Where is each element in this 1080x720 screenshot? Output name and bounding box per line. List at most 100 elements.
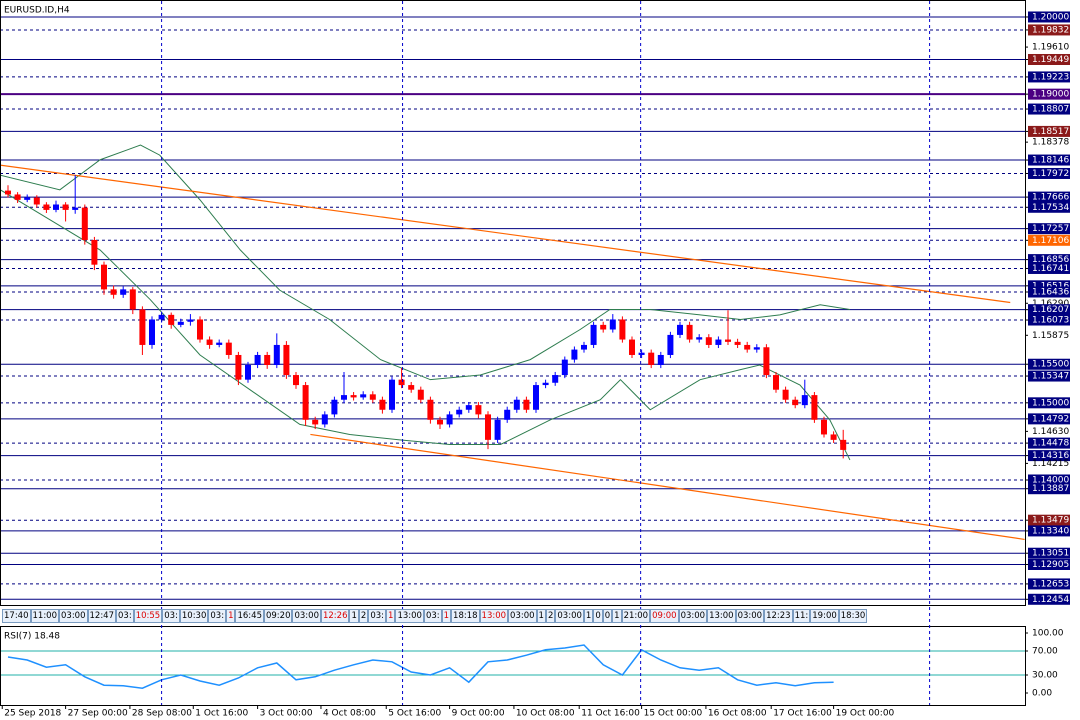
- price-label: 1.14630: [1032, 427, 1069, 437]
- price-label-box: [1028, 314, 1070, 326]
- time-label: 03:: [423, 609, 442, 623]
- candle-body: [81, 207, 88, 240]
- time-label: 03:00: [292, 609, 321, 623]
- price-label: 1.16856: [1032, 255, 1069, 265]
- price-label-box: [1028, 103, 1070, 115]
- price-label: 1.13340: [1032, 526, 1069, 536]
- price-label: 1.19610: [1032, 43, 1069, 53]
- candle-body: [581, 344, 587, 350]
- price-label: 1.16290: [1032, 299, 1069, 309]
- time-label: 10:55: [133, 609, 163, 623]
- candle-body: [360, 394, 367, 398]
- x-tick-label: 17 Oct 16:00: [773, 709, 832, 719]
- candle-body: [14, 194, 21, 200]
- candle-body: [753, 347, 760, 350]
- price-label: 1.14000: [1032, 475, 1069, 485]
- candle-body: [773, 375, 779, 390]
- price-label-box: [1028, 167, 1070, 179]
- rsi-tick-label: 0.00: [1032, 689, 1052, 699]
- chart-title: EURUSD.ID,H4: [4, 6, 70, 16]
- candle-body: [542, 382, 549, 386]
- candle-body: [235, 354, 242, 380]
- candle-body: [792, 399, 799, 406]
- candle-body: [110, 289, 117, 295]
- candle-body: [158, 314, 165, 320]
- time-label: 13:00: [395, 609, 424, 623]
- rsi-tick-label: 100.00: [1032, 629, 1064, 639]
- time-label: 2: [545, 609, 556, 623]
- price-label: 1.17972: [1032, 169, 1069, 179]
- candle-body: [91, 239, 98, 265]
- price-label-box: [1028, 154, 1070, 166]
- candle-body: [389, 379, 395, 410]
- candle-body: [513, 399, 520, 410]
- candle-body: [5, 190, 11, 195]
- time-strip: 17:40 11:00 03:00 12:47 03: 10:55 03: 10:30 03: 1…: [2, 609, 1022, 623]
- price-label: 1.15500: [1032, 360, 1069, 370]
- price-label-box: [1028, 11, 1070, 23]
- price-label-box: [1028, 474, 1070, 486]
- x-tick-label: 25 Sep 2018: [4, 709, 61, 719]
- main-plot: [1, 16, 1025, 600]
- time-label: 1: [386, 609, 396, 623]
- x-tick-label: 4 Oct 08:00: [323, 709, 376, 719]
- candle-body: [177, 321, 184, 325]
- time-label: 11:: [792, 609, 811, 623]
- candle-body: [638, 352, 645, 355]
- candle-body: [523, 399, 530, 410]
- candle-body: [264, 354, 271, 366]
- price-label-box: [1028, 304, 1070, 316]
- candle-body: [590, 324, 597, 345]
- candle-body: [129, 289, 136, 310]
- price-label: 1.12905: [1032, 560, 1069, 570]
- candle-body: [225, 342, 232, 355]
- price-label-box: [1028, 223, 1070, 235]
- price-label: 1.18378: [1032, 138, 1069, 148]
- price-label-box: [1028, 450, 1070, 462]
- time-label: 11:00: [30, 609, 59, 623]
- rsi-frame: [0, 626, 1026, 706]
- price-label-box: [1028, 24, 1070, 36]
- candle-body: [408, 385, 415, 390]
- main-frame: [0, 0, 1026, 606]
- bollinger-band: [1, 189, 851, 461]
- time-label: 0: [602, 609, 613, 623]
- price-label: 1.15347: [1032, 372, 1069, 382]
- candle-body: [293, 375, 299, 386]
- x-tick-label: 11 Oct 16:00: [581, 709, 640, 719]
- candle-body: [571, 349, 578, 360]
- price-label: 1.13887: [1032, 484, 1069, 494]
- candle-body: [321, 414, 328, 425]
- candle-body: [657, 354, 664, 366]
- time-label: 17:40: [2, 609, 31, 623]
- price-label: 1.15000: [1032, 398, 1069, 408]
- time-label: 2: [358, 609, 369, 623]
- price-label-box: [1028, 525, 1070, 537]
- time-label: 03:00: [508, 609, 537, 623]
- time-label: 16:45: [235, 609, 264, 623]
- x-tick-label: 27 Sep 00:00: [68, 709, 128, 719]
- time-label: 03:00: [555, 609, 584, 623]
- price-label: 1.14792: [1032, 414, 1069, 424]
- time-label: 03:00: [59, 609, 88, 623]
- price-label: 1.16073: [1032, 316, 1069, 326]
- price-label-box: [1028, 514, 1070, 526]
- candle-body: [763, 347, 770, 376]
- time-label: 21:00: [621, 609, 651, 623]
- price-label-box: [1028, 413, 1070, 425]
- x-tick-label: 5 Oct 16:00: [388, 709, 441, 719]
- candle-body: [830, 434, 837, 440]
- candle-body: [379, 399, 386, 410]
- time-label: 1: [536, 609, 546, 623]
- candle-body: [686, 324, 693, 340]
- candle-body: [427, 399, 434, 420]
- x-tick-label: 3 Oct 00:00: [260, 709, 313, 719]
- price-label: 1.15875: [1032, 331, 1069, 341]
- time-label: 03:00: [678, 609, 708, 623]
- candle-body: [629, 339, 635, 355]
- rsi-line: [7, 644, 834, 689]
- candle-body: [43, 204, 50, 210]
- candle-body: [302, 385, 309, 420]
- candle-body: [744, 344, 751, 350]
